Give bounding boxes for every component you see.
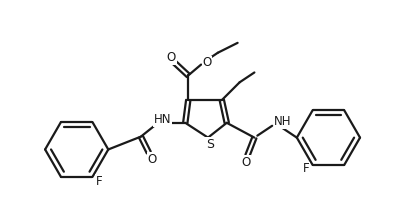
Text: HN: HN [154, 113, 171, 126]
Text: O: O [147, 153, 156, 166]
Text: O: O [167, 51, 176, 64]
Text: O: O [203, 56, 212, 69]
Text: O: O [241, 156, 250, 169]
Text: S: S [206, 138, 214, 151]
Text: F: F [303, 162, 309, 175]
Text: F: F [96, 175, 103, 188]
Text: NH: NH [274, 115, 292, 128]
